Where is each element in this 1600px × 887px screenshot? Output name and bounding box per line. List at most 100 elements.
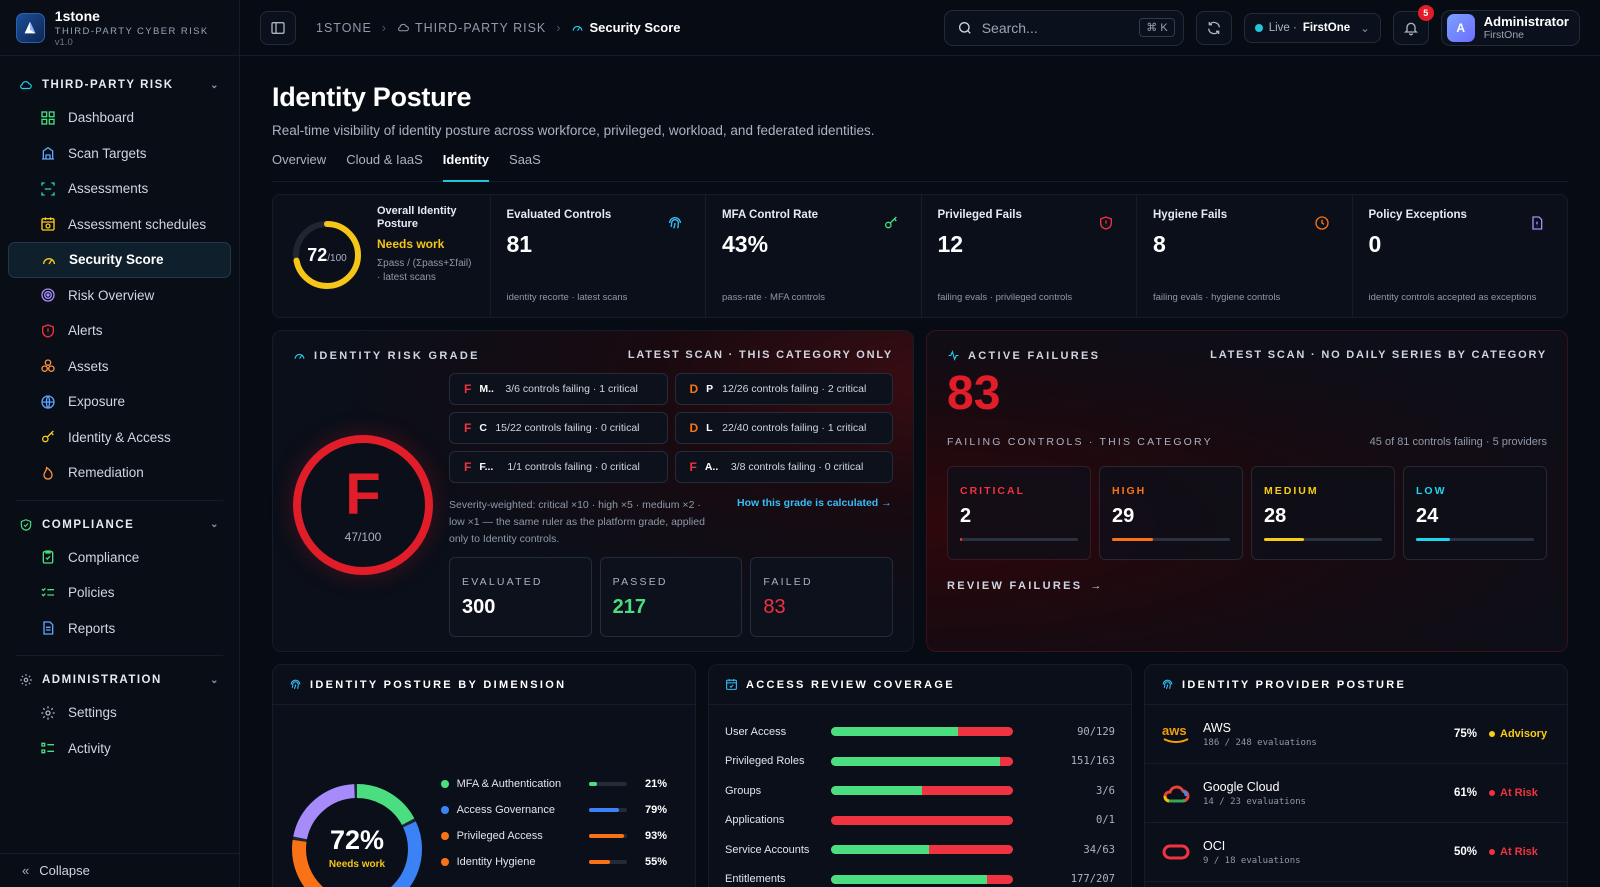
search-input[interactable]: Search... ⌘ K	[943, 9, 1184, 46]
key-icon	[42, 430, 54, 443]
provider-grade-chip[interactable]: F A.. 3/8 controls failing · 0 critical	[674, 451, 893, 483]
live-tenant-select[interactable]: Live · FirstOne ⌄	[1243, 12, 1381, 43]
sidebar-item-compliance[interactable]: Compliance	[8, 540, 231, 576]
brand-name: 1stone	[54, 7, 100, 24]
sidebar-item-label: Risk Overview	[68, 287, 155, 303]
grade-methodology-note: Severity-weighted: critical ×10 · high ×…	[449, 499, 705, 545]
tab-overview[interactable]: Overview	[272, 152, 327, 167]
search-shortcut: ⌘ K	[1139, 18, 1175, 37]
refresh-button[interactable]	[1195, 10, 1232, 45]
dimension-row[interactable]: Access Governance 79%	[441, 797, 667, 823]
sidebar-item-assets[interactable]: Assets	[8, 349, 231, 385]
dimension-row[interactable]: MFA & Authentication 21%	[441, 771, 667, 797]
collapse-sidebar-button[interactable]: « Collapse	[0, 853, 240, 887]
severity-medium[interactable]: MEDIUM 28	[1251, 466, 1395, 560]
provider-evaluations: 14 / 23 evaluations	[1203, 796, 1306, 807]
provider-grade: D	[689, 421, 699, 435]
sidebar-item-scan-targets[interactable]: Scan Targets	[8, 136, 231, 172]
provider-grade-chip[interactable]: F C 15/22 controls failing · 0 critical	[449, 412, 668, 444]
provider-name: AWS	[1203, 720, 1232, 735]
dimension-row[interactable]: Privileged Access 93%	[441, 823, 667, 849]
kpi-hygiene-fails[interactable]: Hygiene Fails 8 failing evals · hygiene …	[1137, 195, 1353, 317]
tabs: Overview Cloud & IaaS Identity SaaS	[272, 152, 1568, 182]
access-review-bar-fill	[831, 786, 922, 796]
sidebar-item-remediation[interactable]: Remediation	[8, 455, 231, 491]
access-review-name: Groups	[725, 784, 762, 797]
access-review-row[interactable]: Applications 0/1	[725, 806, 1115, 836]
grade-calculation-link[interactable]: How this grade is calculated →	[737, 497, 892, 509]
kpi-policy-exceptions[interactable]: Policy Exceptions 0 identity controls ac…	[1353, 195, 1568, 317]
overall-text: Overall Identity Posture Needs work Σpas…	[377, 205, 474, 307]
sidebar-item-label: Remediation	[68, 465, 144, 481]
severity-high[interactable]: HIGH 29	[1099, 466, 1243, 560]
sidebar-item-activity[interactable]: Activity	[8, 731, 231, 767]
dimension-row[interactable]: Identity Hygiene 55%	[441, 849, 667, 875]
sidebar-item-alerts[interactable]: Alerts	[8, 313, 231, 349]
kpi-value: 43%	[722, 231, 769, 257]
provider-grade-chip[interactable]: F F... 1/1 controls failing · 0 critical	[449, 451, 668, 483]
sidebar-item-identity-access[interactable]: Identity & Access	[8, 420, 231, 456]
severity-low[interactable]: LOW 24	[1403, 466, 1547, 560]
user-menu[interactable]: A Administrator FirstOne	[1440, 9, 1580, 46]
nav-divider	[16, 655, 223, 656]
toggle-sidebar-button[interactable]	[260, 10, 296, 45]
review-failures-label: REVIEW FAILURES	[947, 580, 1083, 592]
review-failures-link[interactable]: REVIEW FAILURES →	[947, 580, 1547, 592]
building-icon	[42, 147, 54, 160]
severity-critical[interactable]: CRITICAL 2	[947, 466, 1091, 560]
provider-row-aws[interactable]: aws AWS 186 / 248 evaluations 75% Advisor…	[1145, 705, 1567, 764]
sidebar-item-label: Activity	[68, 740, 111, 756]
dimension-bar	[589, 782, 627, 786]
kpi-value: 81	[506, 231, 533, 257]
dimension-bar-fill	[589, 782, 598, 786]
sidebar-item-label: Dashboard	[68, 110, 135, 126]
chevron-down-icon: ⌄	[210, 519, 220, 530]
access-review-row[interactable]: Groups 3/6	[725, 776, 1115, 806]
provider-grade-chip[interactable]: D L 22/40 controls failing · 1 critical	[674, 412, 893, 444]
sidebar-item-assessment-schedules[interactable]: Assessment schedules	[8, 207, 231, 243]
grade-letter: F	[345, 462, 381, 527]
dimension-name: Access Governance	[456, 804, 556, 816]
sidebar-item-reports[interactable]: Reports	[8, 611, 231, 647]
dimension-list: MFA & Authentication 21% Access Governanc…	[441, 771, 667, 875]
access-review-row[interactable]: Entitlements 177/207	[725, 865, 1115, 887]
kpi-privileged-fails[interactable]: Privileged Fails 12 failing evals · priv…	[922, 195, 1137, 317]
access-review-bar	[831, 756, 1013, 766]
tab-saas[interactable]: SaaS	[509, 152, 541, 167]
sidebar-item-assessments[interactable]: Assessments	[8, 171, 231, 207]
provider-name: OCI	[1203, 838, 1226, 853]
brand[interactable]: 1stone THIRD-PARTY CYBER RISK v1.0	[0, 0, 239, 56]
access-review-row[interactable]: Privileged Roles 151/163	[725, 747, 1115, 777]
sidebar-item-risk-overview[interactable]: Risk Overview	[8, 278, 231, 314]
breadcrumb-root[interactable]: 1STONE	[316, 20, 372, 35]
sidebar-item-settings[interactable]: Settings	[8, 695, 231, 731]
shield-alert-icon	[1100, 216, 1112, 230]
sidebar-item-dashboard[interactable]: Dashboard	[8, 100, 231, 136]
provider-pct: 75%	[1453, 728, 1477, 740]
nav-group-compliance[interactable]: COMPLIANCE ⌄	[8, 510, 231, 540]
grade-circle: F 47/100	[293, 435, 433, 575]
kpi-overall-posture[interactable]: 72/100 Overall Identity Posture Needs wo…	[273, 195, 491, 317]
legend-dot	[441, 780, 449, 788]
access-review-row[interactable]: Service Accounts 34/63	[725, 835, 1115, 865]
kpi-value: 0	[1368, 231, 1382, 257]
nav-group-third-party-risk[interactable]: THIRD-PARTY RISK ⌄	[8, 70, 231, 100]
middle-row: IDENTITY RISK GRADE LATEST SCAN · THIS C…	[272, 330, 1568, 652]
kpi-evaluated-controls[interactable]: Evaluated Controls 81 identity recorte ·…	[491, 195, 706, 317]
tab-cloud-iaas[interactable]: Cloud & IaaS	[346, 152, 423, 167]
access-review-name: Entitlements	[725, 873, 786, 886]
kpi-mfa-control-rate[interactable]: MFA Control Rate 43% pass-rate · MFA con…	[706, 195, 922, 317]
sidebar-item-security-score[interactable]: Security Score	[8, 242, 231, 278]
provider-grade-chip[interactable]: D P 12/26 controls failing · 2 critical	[674, 373, 893, 405]
sidebar-item-policies[interactable]: Policies	[8, 575, 231, 611]
provider-grade: F	[464, 421, 472, 435]
sidebar-item-exposure[interactable]: Exposure	[8, 384, 231, 420]
provider-row-google-cloud[interactable]: Google Cloud 14 / 23 evaluations 61% At R…	[1145, 764, 1567, 823]
breadcrumb-section[interactable]: THIRD-PARTY RISK	[397, 21, 546, 35]
access-review-row[interactable]: User Access 90/129	[725, 717, 1115, 747]
provider-grade-chip[interactable]: F M.. 3/6 controls failing · 1 critical	[449, 373, 668, 405]
nav-group-administration[interactable]: ADMINISTRATION ⌄	[8, 665, 231, 695]
notifications-button[interactable]: 5	[1392, 4, 1434, 45]
provider-row-oci[interactable]: OCI 9 / 18 evaluations 50% At Risk	[1145, 823, 1567, 882]
tab-identity[interactable]: Identity	[442, 152, 490, 182]
